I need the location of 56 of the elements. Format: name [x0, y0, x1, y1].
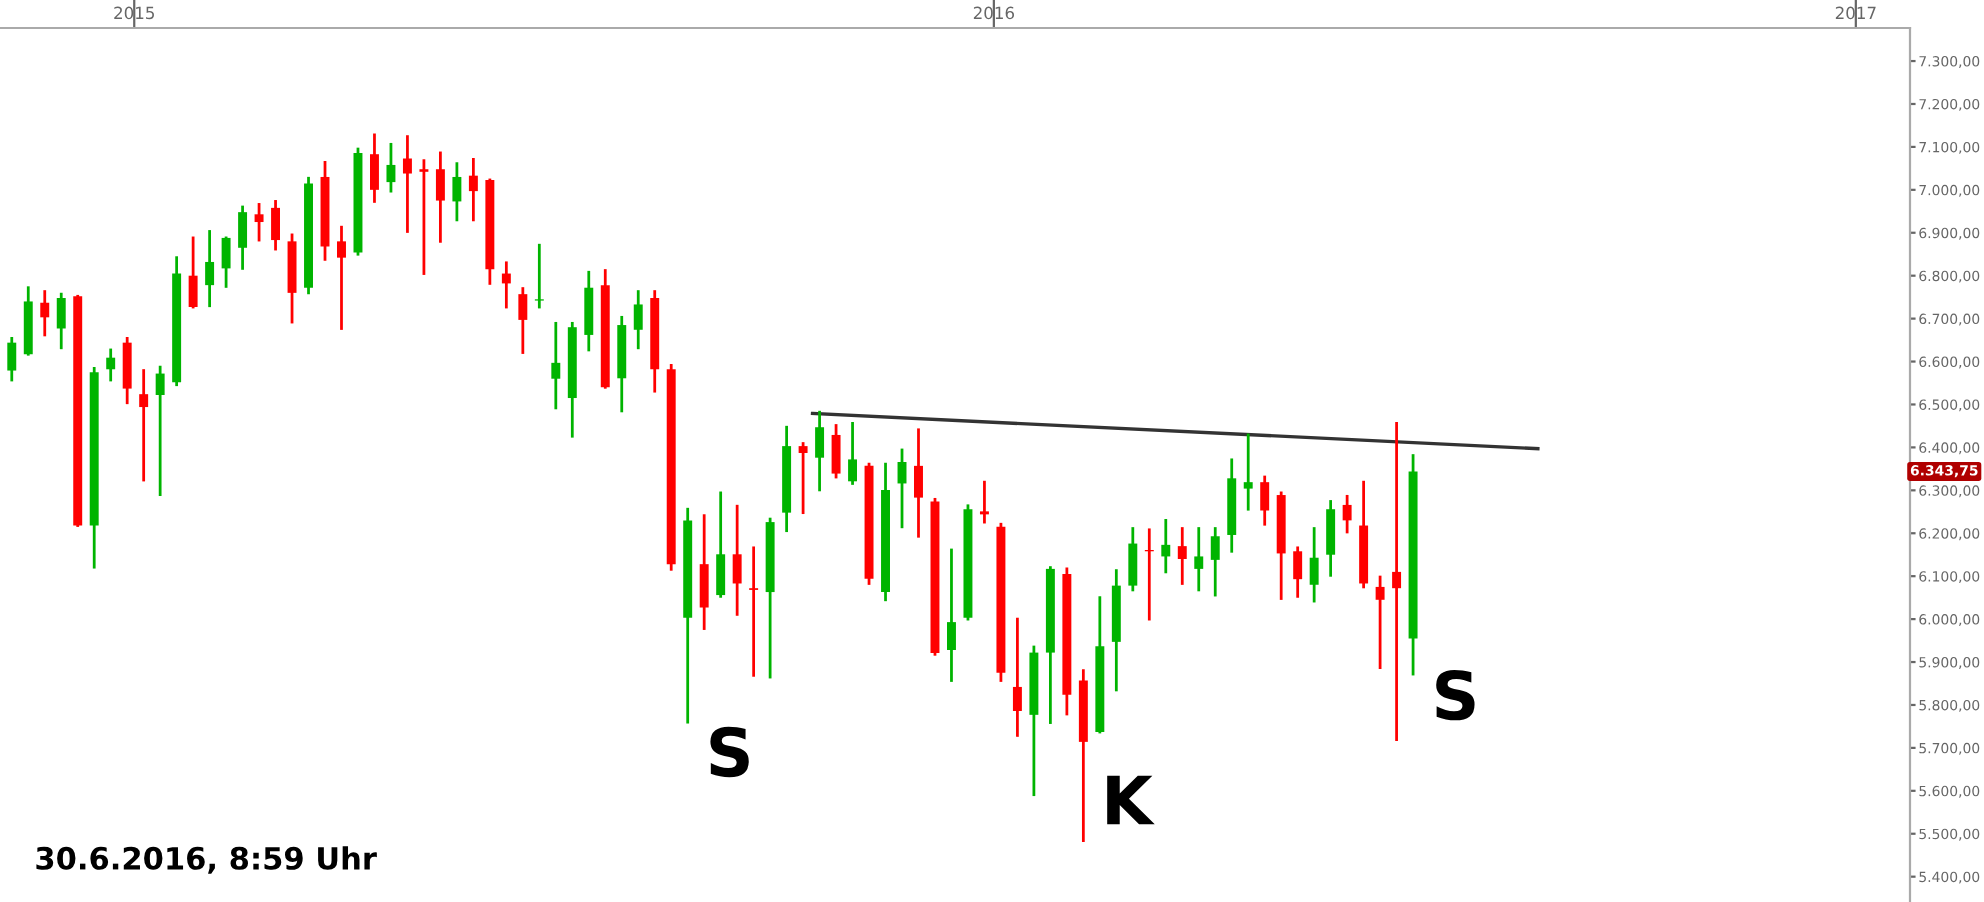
candlestick [419, 159, 429, 275]
candlestick [1260, 475, 1270, 526]
candlestick [831, 424, 841, 479]
candlestick [699, 514, 709, 630]
candlestick [271, 200, 281, 251]
candlestick [1392, 421, 1402, 742]
candlestick [584, 270, 594, 352]
candlestick [749, 546, 759, 677]
candlestick [188, 236, 198, 309]
candlestick [337, 225, 346, 330]
candlestick [386, 142, 396, 193]
candlestick [914, 428, 923, 538]
candlestick [155, 365, 165, 497]
candlestick [716, 491, 726, 598]
candlestick [435, 151, 445, 243]
candlestick [139, 369, 149, 482]
candlestick [946, 548, 956, 682]
annotation: 30.6.2016, 8:59 Uhr [36, 846, 377, 874]
candlestick [1194, 527, 1204, 592]
candlestick [1309, 527, 1319, 603]
candlestick [848, 421, 858, 485]
candlestick [7, 336, 17, 382]
candlestick [106, 348, 116, 382]
candlestick [452, 162, 462, 222]
candlestick [551, 321, 561, 410]
candlestick [732, 504, 742, 616]
candlestick [798, 442, 808, 515]
candlestick [1128, 527, 1138, 592]
candlestick [56, 292, 66, 350]
candlestick [1243, 433, 1253, 511]
candlestick [633, 290, 643, 350]
annotation: K [1107, 775, 1155, 825]
candlestick [468, 157, 478, 222]
candlestick [518, 287, 528, 354]
annotation: S [1436, 669, 1475, 721]
candlestick [254, 203, 264, 242]
candlestick [979, 480, 989, 524]
candlestick [1293, 546, 1303, 598]
candlestick [1342, 494, 1352, 534]
candlestick [1326, 500, 1336, 577]
annotation: S [710, 726, 749, 778]
candlestick [1177, 527, 1187, 585]
candlestick [369, 133, 379, 203]
candlestick [815, 410, 825, 492]
candlestick [1161, 518, 1171, 574]
candlestick [40, 290, 50, 337]
candlestick [501, 261, 511, 309]
candlestick [221, 236, 231, 288]
candlestick [205, 230, 215, 308]
candlestick [1012, 617, 1022, 737]
candlestick [238, 205, 248, 270]
candlestick [1375, 575, 1385, 670]
candlestick [122, 336, 132, 405]
candlestick [402, 135, 412, 233]
candlestick [1210, 527, 1220, 597]
candlestick [534, 243, 544, 309]
